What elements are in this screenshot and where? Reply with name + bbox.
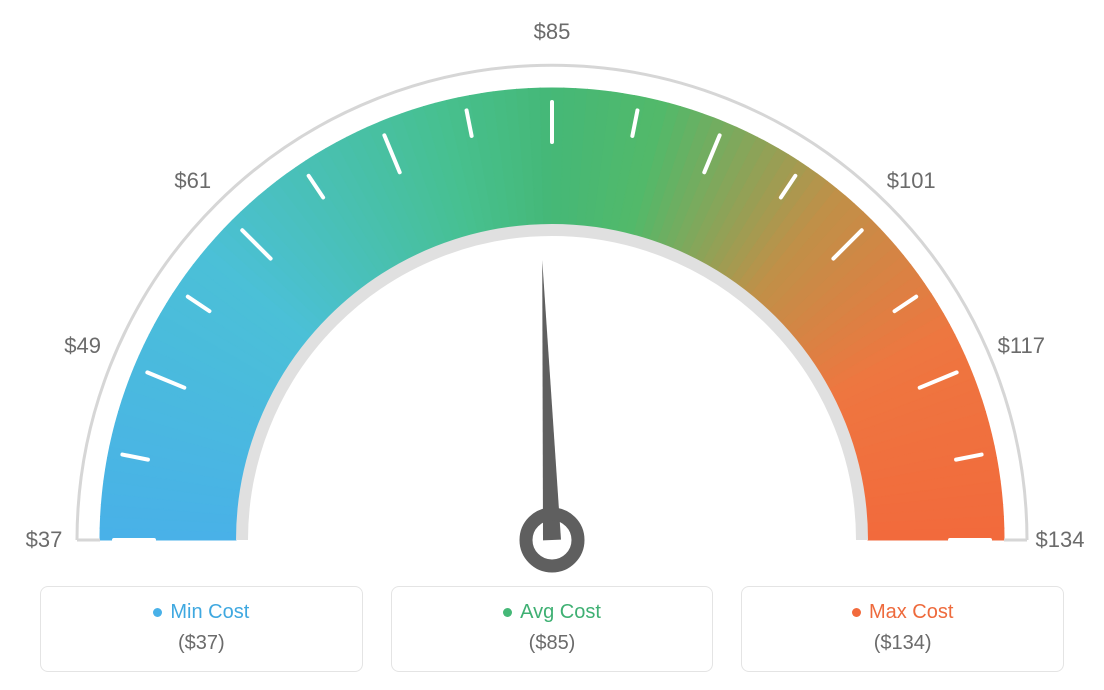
- legend-title-text: Avg Cost: [520, 601, 601, 624]
- tick-label: $134: [1036, 527, 1085, 553]
- tick-label: $101: [887, 168, 936, 194]
- tick-label: $85: [534, 19, 571, 45]
- legend-title-text: Min Cost: [170, 601, 249, 624]
- legend-card-max: Max Cost ($134): [741, 586, 1064, 672]
- legend-value-avg: ($85): [400, 632, 705, 655]
- dot-icon: [852, 608, 861, 617]
- dot-icon: [503, 608, 512, 617]
- tick-label: $117: [998, 333, 1045, 359]
- gauge-chart: $37 $49 $61 $85 $101 $117 $134: [0, 0, 1104, 580]
- legend-card-min: Min Cost ($37): [40, 586, 363, 672]
- legend-card-avg: Avg Cost ($85): [391, 586, 714, 672]
- gauge-svg: [0, 0, 1104, 580]
- legend-row: Min Cost ($37) Avg Cost ($85) Max Cost (…: [40, 586, 1064, 672]
- needle: [542, 260, 561, 540]
- legend-title-text: Max Cost: [869, 601, 953, 624]
- tick-label: $37: [26, 527, 63, 553]
- legend-value-min: ($37): [49, 632, 354, 655]
- dot-icon: [153, 608, 162, 617]
- tick-label: $49: [64, 333, 101, 359]
- tick-label: $61: [174, 168, 211, 194]
- legend-title-min: Min Cost: [153, 601, 249, 624]
- legend-value-max: ($134): [750, 632, 1055, 655]
- legend-title-avg: Avg Cost: [503, 601, 601, 624]
- legend-title-max: Max Cost: [852, 601, 953, 624]
